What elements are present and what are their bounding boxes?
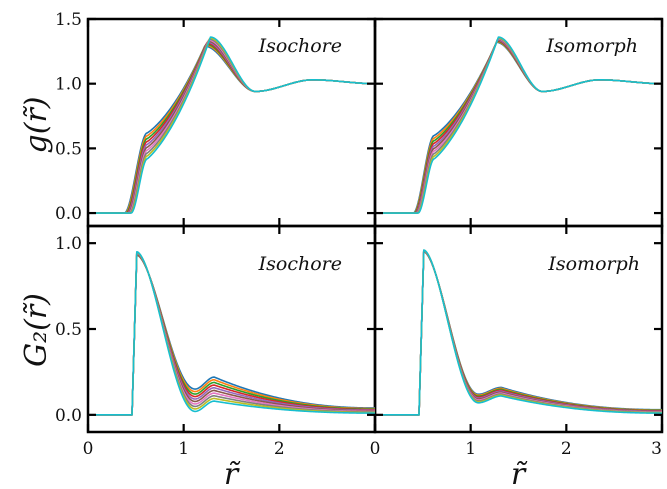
series-line-top-left-3 (88, 43, 376, 214)
panel-label-bottom-right: Isomorph (547, 253, 640, 275)
series-line-top-right-3 (375, 40, 663, 214)
series-line-bottom-right-10 (375, 249, 662, 416)
x-tick-label-bottom-left-0: 0 (83, 439, 94, 459)
y-tick-label-top-left-2: 1.0 (55, 75, 82, 95)
series-line-top-left-7 (88, 39, 376, 214)
ticks-layer: 0.0 0.5 1.0 1.5 0.0 0.5 1.0 0 1 2 0 1 2 3 (55, 10, 664, 459)
x-tick-label-bottom-right-2: 2 (561, 439, 572, 459)
series-line-top-left-5 (88, 41, 376, 214)
x-tick-label-bottom-right-1: 1 (465, 439, 476, 459)
y-axis-label-bottom: G₂(r̃) (19, 293, 54, 367)
y-tick-label-top-left-0: 0.0 (55, 204, 82, 224)
panel-label-bottom-left: Isochore (258, 253, 342, 275)
series-line-bottom-left-4 (88, 253, 375, 416)
panel-label-top-left: Isochore (258, 35, 342, 57)
y-tick-label-bottom-left-1: 0.5 (55, 320, 82, 340)
series-line-bottom-right-3 (375, 250, 662, 416)
curves-layer (88, 36, 663, 416)
panel-label-top-right: Isomorph (545, 35, 638, 57)
series-line-top-left-9 (88, 37, 376, 214)
series-line-bottom-left-10 (88, 250, 375, 416)
series-line-bottom-right-8 (375, 249, 662, 416)
y-tick-label-bottom-left-0: 0.0 (55, 406, 82, 426)
x-tick-label-bottom-right-0: 0 (370, 439, 381, 459)
x-tick-label-bottom-right-3: 3 (651, 439, 662, 459)
x-tick-label-bottom-left-2: 2 (274, 439, 285, 459)
y-tick-label-bottom-left-2: 1.0 (55, 234, 82, 254)
series-line-bottom-right-1 (375, 250, 662, 416)
series-line-bottom-right-2 (375, 250, 662, 416)
series-line-top-left-6 (88, 40, 376, 214)
series-line-top-left-2 (88, 44, 376, 214)
series-line-top-right-10 (375, 36, 663, 214)
series-line-bottom-right-4 (375, 250, 662, 416)
x-axis-label-left: r̃ (224, 457, 241, 489)
series-line-bottom-right-6 (375, 250, 662, 416)
x-tick-label-bottom-left-1: 1 (178, 439, 189, 459)
series-line-bottom-right-5 (375, 250, 662, 416)
series-line-top-left-4 (88, 42, 376, 214)
series-line-top-right-2 (375, 40, 663, 214)
y-tick-label-top-left-1: 0.5 (55, 139, 82, 159)
series-line-top-left-8 (88, 38, 376, 214)
y-axis-label-top: g(r̃) (19, 97, 54, 154)
y-tick-label-top-left-3: 1.5 (55, 10, 82, 30)
series-line-top-right-1 (375, 41, 663, 214)
x-axis-label-right: r̃ (511, 457, 528, 489)
series-line-bottom-right-7 (375, 249, 662, 416)
series-line-top-left-10 (88, 36, 376, 214)
